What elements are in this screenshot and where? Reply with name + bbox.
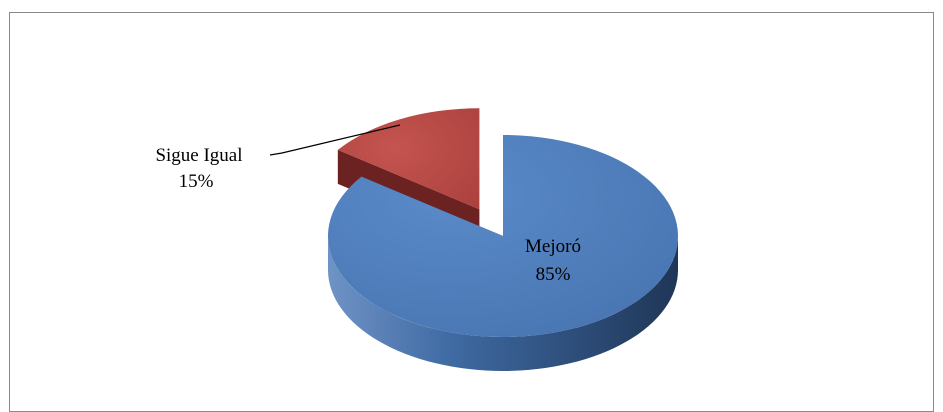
pie-chart: Sigue Igual 15% Mejoró 85% — [155, 108, 678, 371]
data-label-sigue-igual-name: Sigue Igual — [155, 145, 242, 166]
leader-line — [269, 124, 401, 156]
data-label-sigue-igual-percent: 15% — [179, 171, 214, 192]
data-label-mejoro-name: Mejoró — [525, 236, 581, 257]
pie-slice-sigue-igual — [337, 108, 480, 210]
pie-slice-mejoro-side-b — [328, 236, 678, 371]
data-label-mejoro-percent: 85% — [536, 264, 571, 285]
pie-slice-mejoro — [327, 135, 678, 337]
